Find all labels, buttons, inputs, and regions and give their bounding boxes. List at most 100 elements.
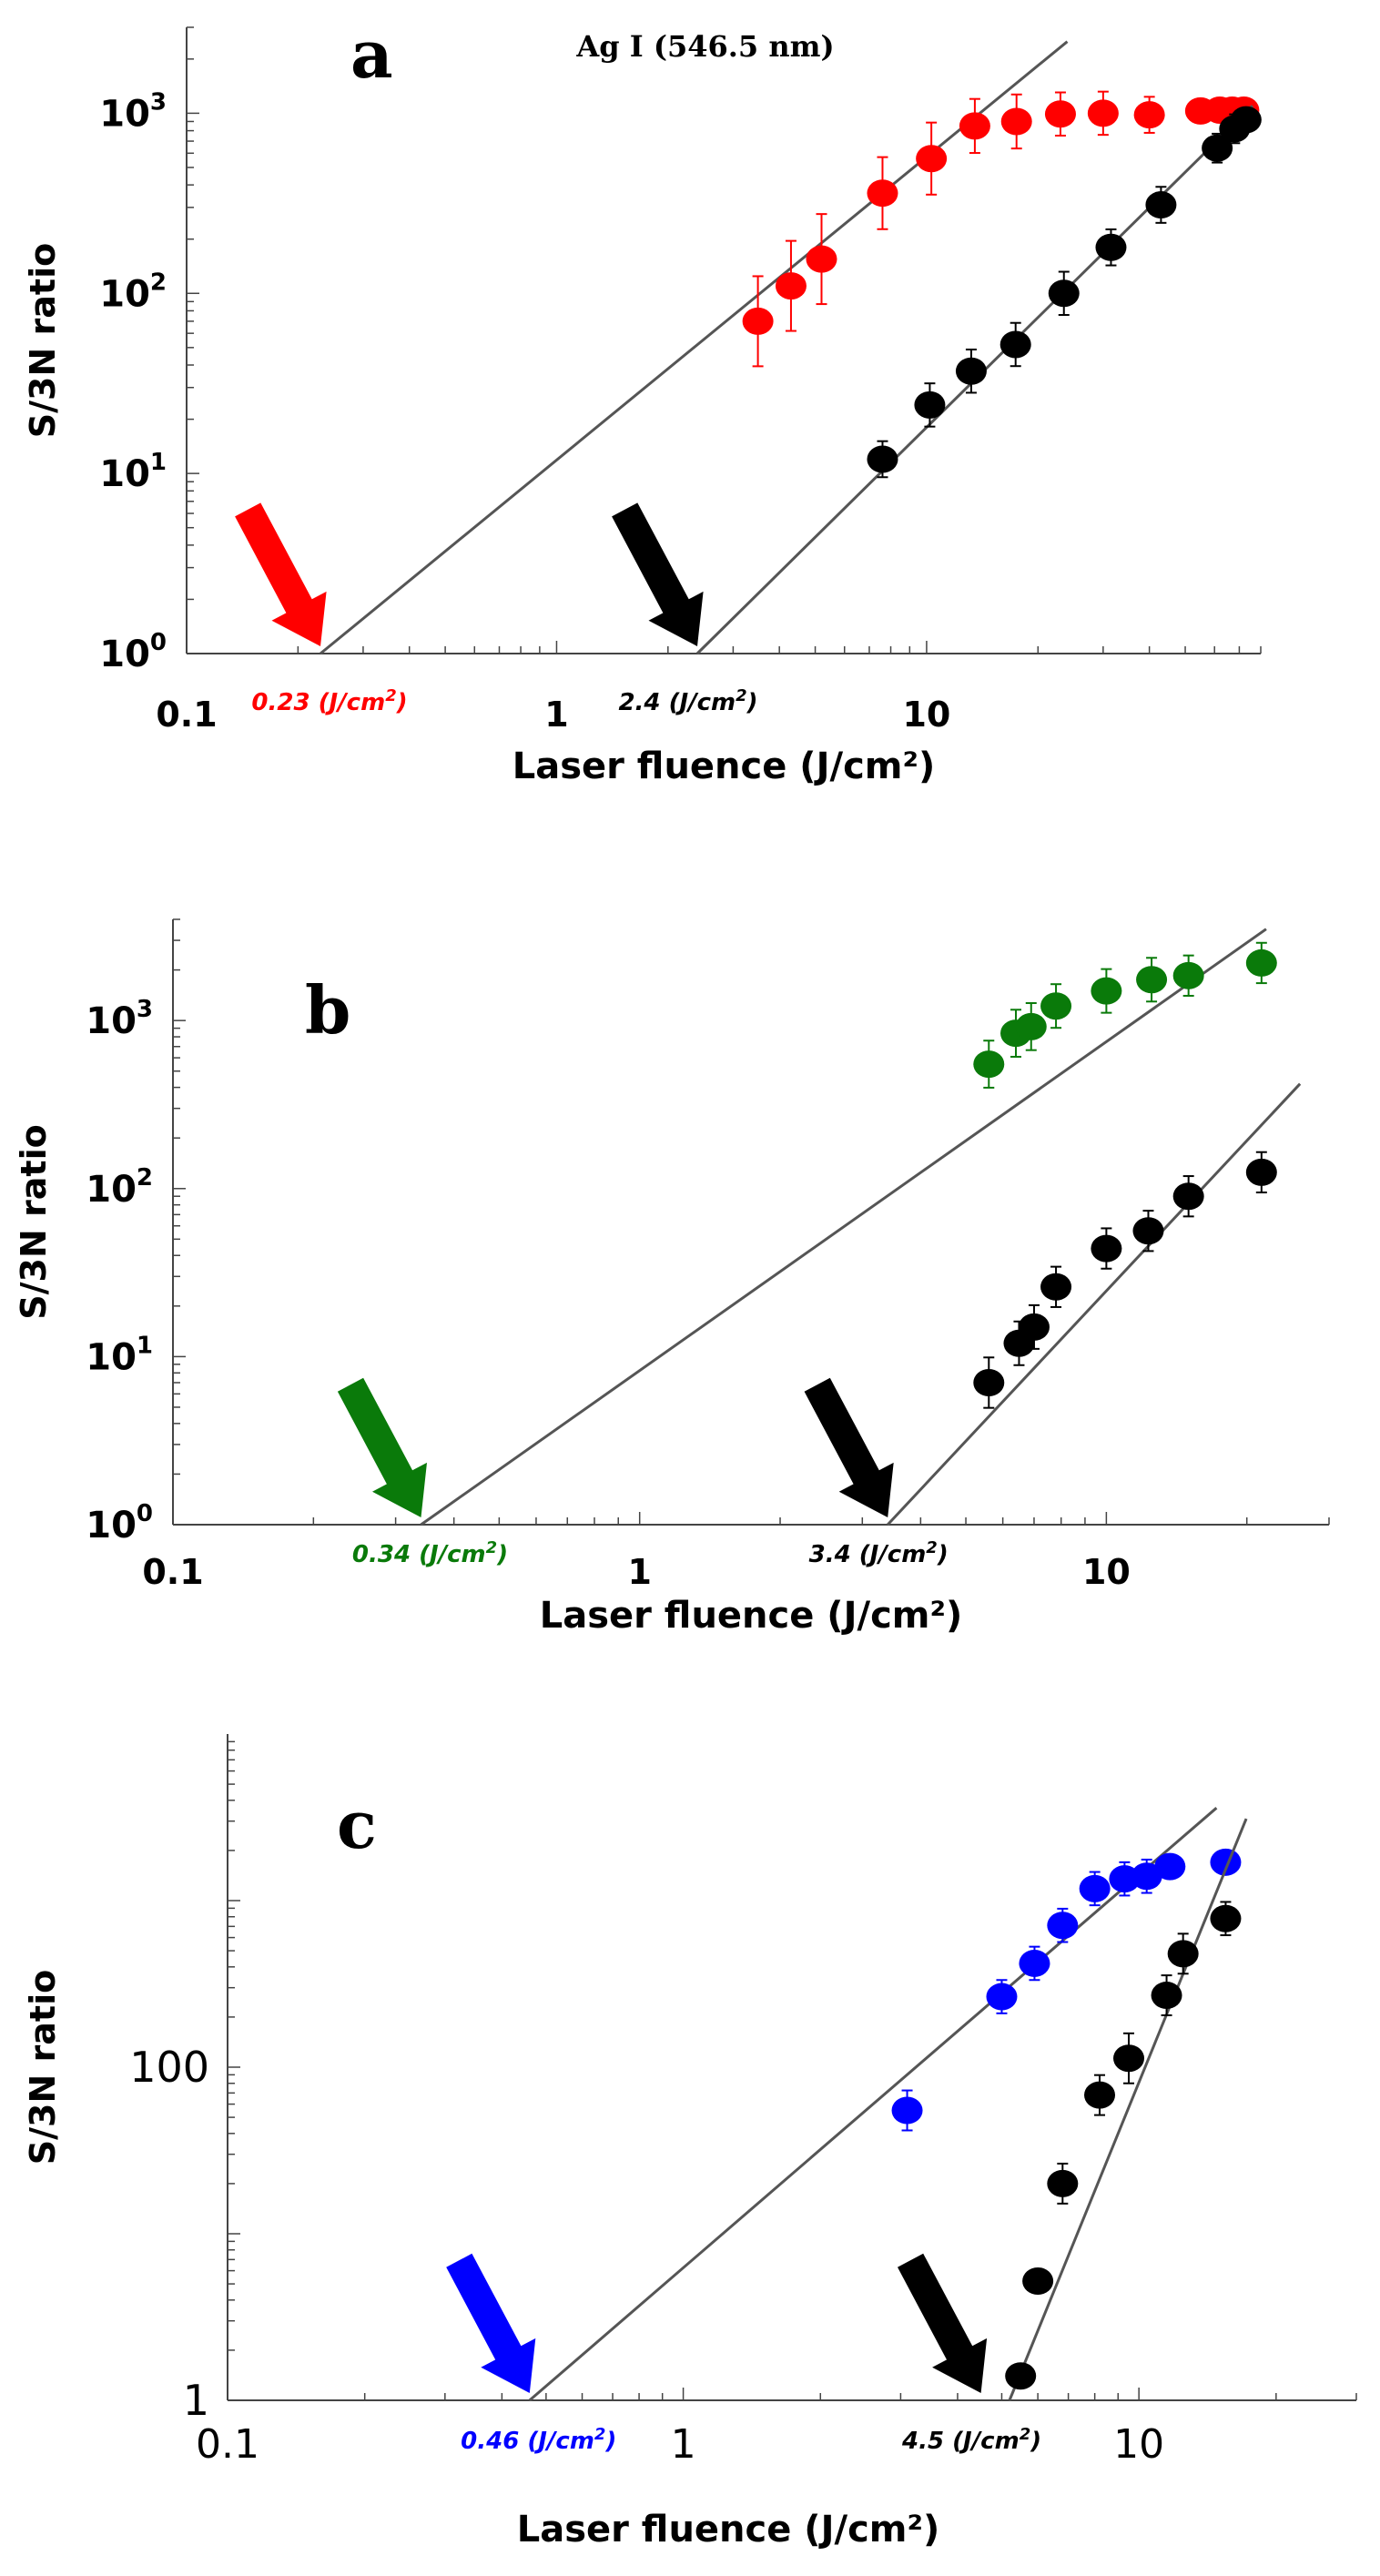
data-point: [1131, 1862, 1162, 1891]
threshold-close: ): [937, 1541, 949, 1568]
y-tick-exponent: 1: [150, 449, 167, 476]
panel-label: a: [350, 15, 393, 93]
series-0: 0.46 (J/cm2): [446, 1807, 1242, 2455]
fit-line: [320, 40, 1069, 655]
threshold-arrow: [612, 502, 704, 646]
data-point: [1136, 966, 1168, 994]
fit-line: [420, 928, 1267, 1526]
data-point: [1084, 2081, 1116, 2109]
y-tick-base: 10: [86, 1336, 137, 1378]
data-point: [1151, 1982, 1182, 2010]
threshold-value: 2.4 (J/cm: [618, 689, 736, 716]
threshold-close: ): [604, 2428, 616, 2455]
y-tick-label: 102: [86, 1164, 153, 1211]
data-point: [1079, 1874, 1111, 1902]
threshold-arrow: [337, 1377, 427, 1517]
panel-label: c: [337, 1786, 377, 1863]
y-tick-exponent: 0: [150, 629, 167, 656]
y-tick-exponent: 3: [137, 996, 153, 1023]
x-axis-title: Laser fluence (J/cm²): [512, 745, 936, 787]
data-point: [955, 357, 987, 385]
y-tick-base: 10: [99, 273, 150, 315]
data-point: [1048, 279, 1080, 308]
threshold-label: 4.5 (J/cm2): [901, 2425, 1041, 2455]
data-point: [1095, 233, 1127, 261]
y-tick-base: 10: [86, 1169, 137, 1211]
data-point: [914, 390, 946, 419]
threshold-value: 0.46 (J/cm: [461, 2428, 594, 2455]
x-tick-label: 10: [1113, 2421, 1164, 2468]
y-tick-label: 100: [86, 1500, 153, 1547]
data-point: [806, 245, 837, 273]
threshold-value: 4.5 (J/cm: [901, 2428, 1020, 2455]
threshold-label: 3.4 (J/cm2): [809, 1538, 949, 1568]
data-point: [1091, 977, 1122, 1005]
y-tick-exponent: 0: [137, 1500, 153, 1527]
series-1: 4.5 (J/cm2): [898, 1818, 1248, 2455]
x-tick-label: 1: [544, 695, 568, 735]
x-tick-label: 0.1: [156, 695, 217, 735]
y-tick-base: 10: [99, 453, 150, 495]
y-tick-exponent: 3: [150, 88, 167, 116]
data-point: [1022, 2267, 1054, 2295]
threshold-label: 2.4 (J/cm2): [618, 686, 757, 716]
threshold-unit-exponent: 2: [486, 1538, 498, 1557]
data-point: [1172, 1182, 1204, 1211]
series-1: 2.4 (J/cm2): [612, 105, 1262, 716]
data-point: [1132, 1217, 1164, 1245]
data-point: [1000, 107, 1032, 136]
data-point: [1230, 106, 1262, 134]
y-tick-base: 10: [99, 93, 150, 135]
fit-line: [528, 1807, 1218, 2402]
data-point: [1210, 1848, 1242, 1876]
data-point: [1091, 1234, 1122, 1263]
threshold-arrow: [235, 502, 327, 646]
x-tick-label: 10: [902, 695, 950, 735]
data-point: [1202, 134, 1233, 162]
data-point: [891, 2096, 923, 2125]
x-tick-label: 1: [671, 2421, 696, 2468]
data-point: [867, 445, 898, 473]
y-tick-base: 10: [99, 634, 150, 675]
series-1: 3.4 (J/cm2): [804, 1082, 1302, 1568]
x-tick-label: 0.1: [196, 2421, 259, 2468]
y-tick-label: 1: [183, 2376, 209, 2425]
x-axis-title: Laser fluence (J/cm²): [540, 1595, 963, 1637]
fit-line: [887, 1082, 1302, 1526]
data-point: [1047, 2169, 1079, 2197]
data-point: [959, 112, 990, 140]
threshold-value: 3.4 (J/cm: [809, 1541, 927, 1568]
data-point: [1154, 1852, 1186, 1881]
data-point: [1087, 99, 1119, 127]
data-point: [1245, 1158, 1277, 1186]
data-point: [775, 272, 807, 300]
data-point: [1210, 1904, 1242, 1932]
data-point: [999, 330, 1031, 359]
threshold-close: ): [396, 689, 408, 716]
threshold-unit-exponent: 2: [736, 686, 747, 705]
data-point: [1047, 1912, 1079, 1940]
data-point: [1245, 948, 1277, 977]
y-axis-title: S/3N ratio: [23, 243, 63, 438]
threshold-label: 0.34 (J/cm2): [352, 1538, 508, 1568]
y-tick-base: 10: [86, 1000, 137, 1042]
data-point: [973, 1050, 1005, 1079]
data-point: [1018, 1313, 1050, 1341]
y-tick-label: 100: [99, 629, 167, 675]
threshold-arrow: [446, 2253, 536, 2393]
threshold-close: ): [746, 689, 758, 716]
y-tick-exponent: 2: [150, 269, 167, 296]
y-tick-base: 10: [86, 1505, 137, 1547]
threshold-close: ): [1030, 2428, 1041, 2455]
y-axis-title: S/3N ratio: [14, 1124, 54, 1319]
threshold-value: 0.34 (J/cm: [352, 1541, 486, 1568]
x-tick-label: 1: [627, 1552, 651, 1592]
threshold-label: 0.46 (J/cm2): [461, 2425, 616, 2455]
y-tick-label: 101: [86, 1332, 153, 1378]
data-point: [986, 1983, 1018, 2011]
y-tick-label: 103: [86, 996, 153, 1042]
